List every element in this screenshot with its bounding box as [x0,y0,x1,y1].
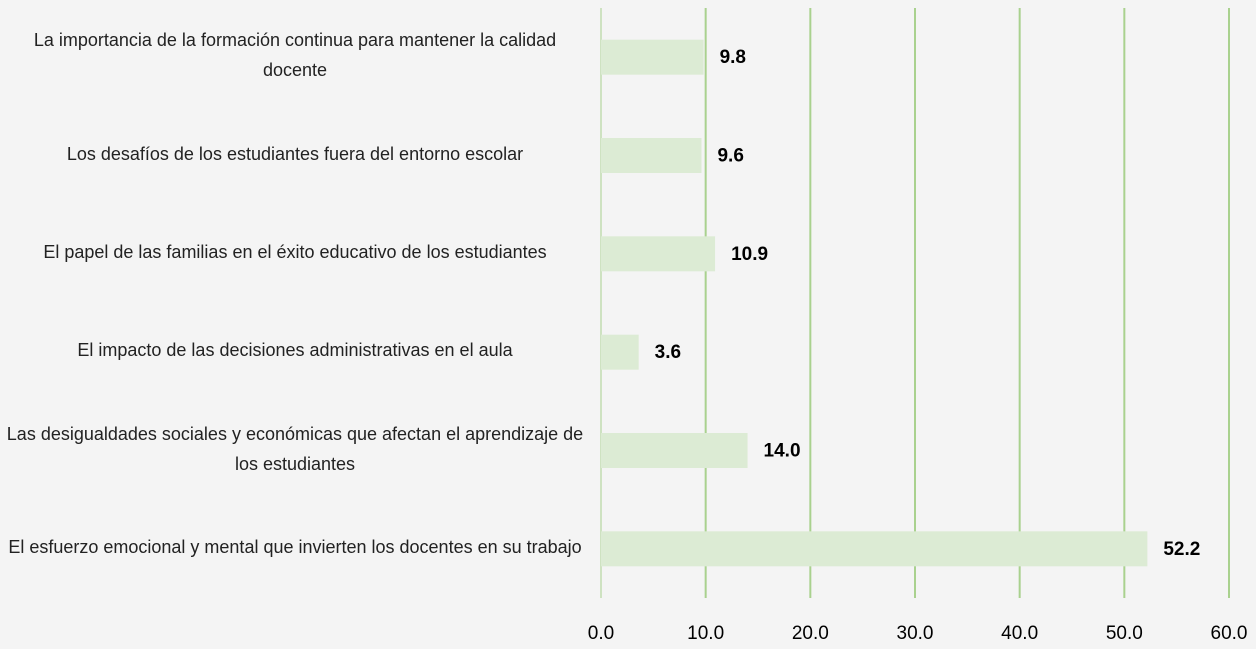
x-tick-label: 20.0 [792,623,829,644]
bar [601,334,639,370]
bar [601,39,704,75]
category-label: La importancia de la formación continua … [33,30,557,81]
x-tick-label: 60.0 [1211,623,1248,644]
bar [601,138,702,173]
bar [601,531,1148,567]
category-label: Las desigualdades sociales y económicas … [6,423,584,474]
value-label: 52.2 [1163,539,1200,560]
bar [601,236,716,272]
x-tick-label: 10.0 [687,623,724,644]
category-label: El esfuerzo emocional y mental que invie… [8,536,582,557]
bar [601,433,748,468]
category-label: Los desafíos de los estudiantes fuera de… [66,143,524,164]
x-tick-label: 0.0 [588,623,614,644]
value-label: 3.6 [655,342,681,363]
value-label: 14.0 [764,441,801,462]
x-tick-label: 40.0 [1001,623,1038,644]
x-tick-label: 30.0 [897,623,934,644]
x-tick-label: 50.0 [1106,623,1143,644]
value-label: 10.9 [731,244,768,265]
category-label: El papel de las familias en el éxito edu… [43,241,547,262]
category-label: El impacto de las decisiones administrat… [77,340,513,361]
value-label: 9.6 [717,146,743,167]
value-label: 9.8 [720,47,746,68]
